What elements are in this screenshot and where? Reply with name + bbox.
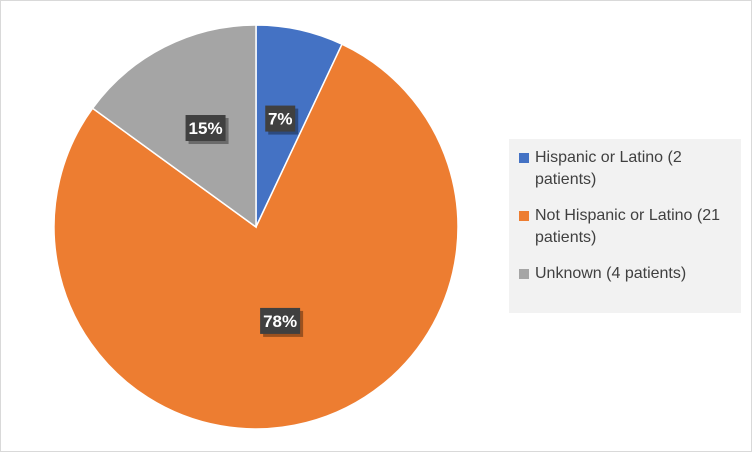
- legend-item-unknown: Unknown (4 patients): [519, 263, 735, 285]
- data-label-box: [260, 307, 301, 334]
- legend-item-not-hispanic: Not Hispanic or Latino (21 patients): [519, 205, 735, 249]
- data-label-box: [265, 105, 296, 132]
- legend-swatch-unknown: [519, 269, 529, 279]
- legend-swatch-not-hispanic: [519, 211, 529, 221]
- data-label-text: 78%: [263, 312, 297, 331]
- data-label-not-hispanic: 78%: [260, 307, 304, 337]
- data-label-text: 7%: [268, 110, 293, 129]
- legend-label-unknown: Unknown (4 patients): [535, 265, 687, 282]
- legend-label-not-hispanic: Not Hispanic or Latino (21 patients): [535, 207, 720, 246]
- pie-slice-unknown: [91, 24, 257, 229]
- legend-swatch-hispanic: [519, 153, 529, 163]
- data-label-unknown: 15%: [185, 115, 229, 145]
- data-label-hispanic: 7%: [265, 105, 299, 135]
- data-label-text: 15%: [189, 119, 223, 138]
- legend-label-hispanic: Hispanic or Latino (2 patients): [535, 149, 682, 188]
- legend: Hispanic or Latino (2 patients) Not Hisp…: [509, 139, 741, 313]
- legend-item-hispanic: Hispanic or Latino (2 patients): [519, 147, 735, 191]
- data-label-box: [185, 115, 226, 142]
- pie-slice-not-hispanic: [53, 43, 459, 430]
